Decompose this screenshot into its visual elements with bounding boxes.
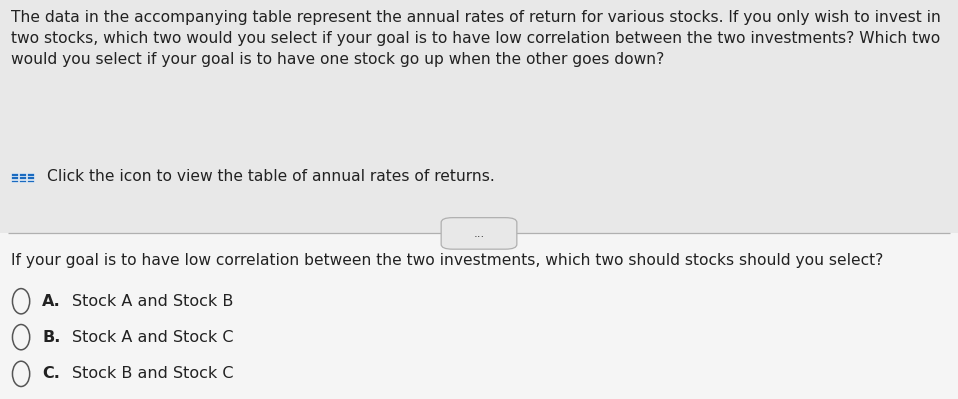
Text: If your goal is to have low correlation between the two investments, which two s: If your goal is to have low correlation … — [11, 253, 884, 269]
Bar — [28, 176, 34, 179]
Text: B.: B. — [42, 330, 60, 345]
Bar — [28, 180, 34, 182]
Text: The data in the accompanying table represent the annual rates of return for vari: The data in the accompanying table repre… — [11, 10, 942, 67]
Bar — [11, 180, 17, 182]
Bar — [28, 173, 34, 176]
Bar — [19, 173, 26, 176]
Text: Stock A and Stock C: Stock A and Stock C — [72, 330, 234, 345]
Text: Stock B and Stock C: Stock B and Stock C — [72, 366, 234, 381]
Text: A.: A. — [42, 294, 61, 309]
Bar — [19, 180, 26, 182]
Bar — [11, 176, 17, 179]
Bar — [11, 173, 17, 176]
Text: Stock A and Stock B: Stock A and Stock B — [72, 294, 233, 309]
FancyBboxPatch shape — [441, 218, 517, 249]
Text: ...: ... — [473, 227, 485, 240]
Text: Click the icon to view the table of annual rates of returns.: Click the icon to view the table of annu… — [47, 169, 494, 184]
Bar — [19, 176, 26, 179]
Text: C.: C. — [42, 366, 60, 381]
